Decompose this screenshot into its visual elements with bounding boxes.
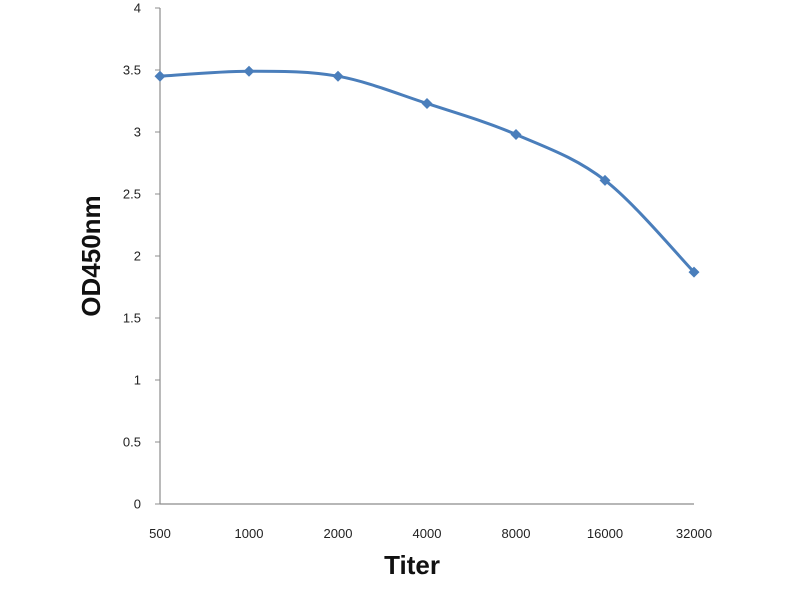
data-point-marker xyxy=(332,70,344,82)
x-tick-label: 16000 xyxy=(587,526,623,541)
x-tick-label: 500 xyxy=(149,526,171,541)
x-axis-title: Titer xyxy=(384,550,440,580)
y-tick-label: 0 xyxy=(134,497,141,512)
x-tick-label: 8000 xyxy=(502,526,531,541)
y-tick-label: 2 xyxy=(134,249,141,264)
data-point-marker xyxy=(510,128,522,140)
y-tick-label: 4 xyxy=(134,1,141,16)
data-point-marker xyxy=(599,174,611,186)
y-axis-ticks: 0 0.5 1 1.5 2 2.5 3 3.5 4 xyxy=(123,1,160,512)
data-point-marker xyxy=(688,266,700,278)
y-axis-title: OD450nm xyxy=(76,195,106,316)
y-tick-label: 3 xyxy=(134,125,141,140)
y-tick-label: 2.5 xyxy=(123,187,141,202)
data-point-marker xyxy=(154,70,166,82)
data-point-marker xyxy=(243,65,255,77)
y-tick-label: 3.5 xyxy=(123,63,141,78)
x-tick-label: 2000 xyxy=(324,526,353,541)
x-axis-ticks: 500 1000 2000 4000 8000 16000 32000 xyxy=(149,526,712,541)
y-tick-label: 0.5 xyxy=(123,435,141,450)
x-tick-label: 32000 xyxy=(676,526,712,541)
x-tick-label: 1000 xyxy=(235,526,264,541)
y-tick-label: 1.5 xyxy=(123,311,141,326)
data-point-marker xyxy=(421,97,433,109)
x-tick-label: 4000 xyxy=(413,526,442,541)
y-tick-label: 1 xyxy=(134,373,141,388)
series-markers xyxy=(154,65,700,278)
